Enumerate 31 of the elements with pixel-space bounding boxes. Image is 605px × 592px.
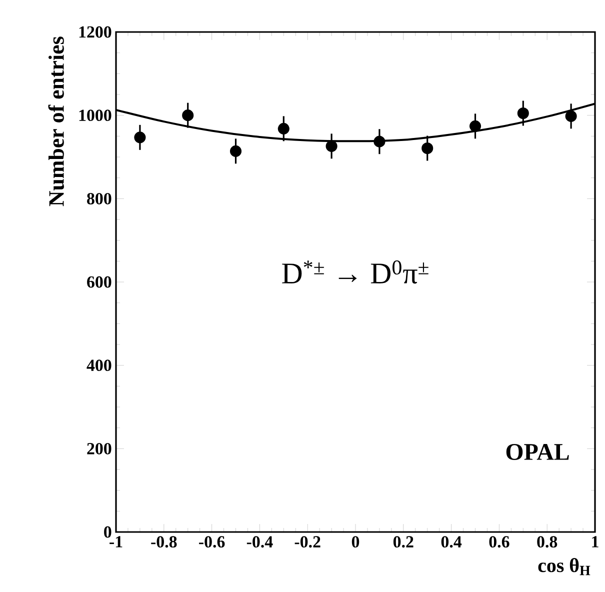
point [374,136,386,148]
x-tick-label: 0.2 [393,536,414,548]
x-tick-label: 1 [592,536,598,548]
point [469,120,482,132]
x-axis-title: cos θ$_{H}$ [538,558,590,576]
y-tick-label: 800 [87,192,112,204]
x-tick-label: 0.8 [537,536,558,548]
point [517,107,529,120]
x-tick-label: 0 [352,536,360,548]
annotation: OPAL [506,444,569,460]
point [565,110,577,122]
y-axis-title: Number of entries [48,36,64,206]
y-tick-label: 200 [87,442,112,454]
x-tick-label: 0.4 [441,536,462,548]
y-tick-label: 400 [86,360,112,372]
y-tick-label: 1000 [79,110,112,122]
point [182,110,194,122]
point [230,145,242,157]
x-tick-label: -0.4 [246,536,273,548]
point [422,142,434,154]
point [278,122,290,134]
x-tick-label: -0.8 [151,536,177,548]
x-tick-label: -1 [110,536,122,548]
y-tick-label: 600 [87,276,112,288]
point [134,132,146,144]
annotation: D$^{*±}$ → D$^{0}$π$^{±}$ [282,260,428,284]
x-tick-label: -0.2 [294,536,320,548]
y-tick-label: 0 [104,526,112,538]
x-tick-label: 0.6 [489,536,510,548]
x-tick-label: -0.6 [199,536,225,548]
y-tick-label: 1200 [79,26,112,38]
